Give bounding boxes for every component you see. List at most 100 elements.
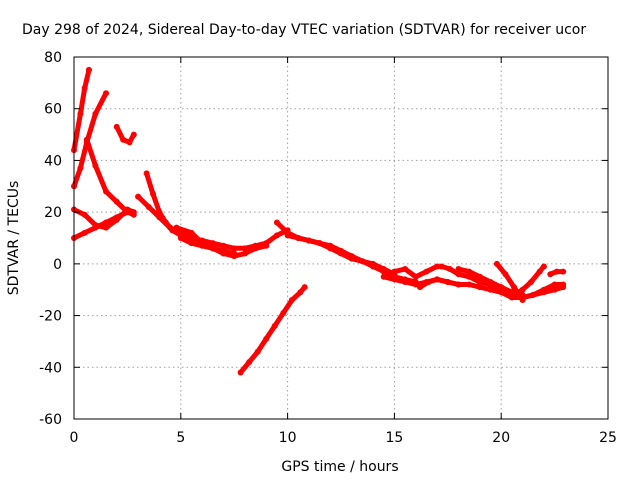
data-point: [85, 66, 92, 73]
data-point: [444, 278, 451, 285]
data-point: [446, 266, 453, 273]
chart-title: Day 298 of 2024, Sidereal Day-to-day VTE…: [22, 22, 586, 38]
data-point: [81, 85, 88, 92]
data-point: [135, 193, 142, 200]
data-point: [434, 276, 441, 283]
x-tick-label: 20: [492, 430, 510, 446]
data-point: [551, 281, 558, 288]
data-point: [113, 198, 120, 205]
series-arc-5: [71, 206, 137, 231]
data-point: [493, 260, 500, 267]
data-point: [288, 297, 295, 304]
data-point: [502, 271, 509, 278]
y-tick-label: 0: [53, 257, 62, 273]
data-point: [370, 260, 377, 267]
data-point: [466, 273, 473, 280]
x-tick-label: 15: [385, 430, 403, 446]
data-point: [455, 271, 462, 278]
series-arc-6: [113, 123, 137, 146]
data-point: [553, 268, 560, 275]
data-point: [220, 242, 227, 249]
data-point: [301, 284, 308, 291]
data-point: [92, 222, 99, 229]
series-arc-20: [511, 263, 547, 298]
data-series: [71, 66, 567, 376]
data-point: [402, 266, 409, 273]
y-tick-label: -40: [39, 360, 62, 376]
y-tick-label: -20: [39, 309, 62, 325]
data-point: [391, 276, 398, 283]
data-point: [348, 253, 355, 260]
data-point: [280, 309, 287, 316]
series-arc-22: [547, 268, 567, 278]
data-point: [476, 284, 483, 291]
data-point: [103, 90, 110, 97]
data-point: [295, 235, 302, 241]
y-axis-label: SDTVAR / TECUs: [6, 181, 22, 296]
data-point: [252, 245, 259, 252]
data-point: [519, 286, 526, 293]
series-line: [71, 67, 92, 153]
data-point: [92, 162, 99, 169]
data-point: [263, 335, 270, 342]
data-point: [120, 136, 127, 143]
series-line: [84, 137, 130, 215]
data-point: [103, 188, 110, 195]
data-point: [560, 268, 567, 275]
series-arc-1: [71, 66, 92, 154]
data-point: [284, 232, 291, 239]
data-point: [536, 268, 543, 275]
data-point: [81, 211, 88, 218]
data-point: [231, 253, 238, 260]
series-arc-15: [391, 263, 441, 280]
data-point: [263, 242, 270, 249]
data-point: [145, 203, 152, 210]
data-point: [241, 245, 248, 252]
axis-ticks: 0 5 10 15 20 25 -60 -40 -20 0 20 40 60 80: [39, 50, 617, 446]
data-point: [391, 268, 398, 275]
data-point: [124, 206, 131, 213]
series-arc-21: [519, 281, 567, 301]
data-point: [380, 266, 387, 273]
data-point: [305, 237, 312, 244]
data-point: [487, 286, 494, 293]
data-point: [273, 219, 280, 226]
data-point: [519, 294, 526, 301]
data-point: [209, 245, 216, 252]
series-arc-3: [83, 136, 131, 216]
y-tick-label: -60: [39, 412, 62, 428]
data-point: [188, 229, 195, 236]
data-point: [380, 273, 387, 280]
data-point: [359, 258, 366, 265]
data-point: [271, 322, 278, 329]
data-point: [434, 263, 441, 270]
data-point: [466, 281, 473, 288]
data-point: [113, 216, 120, 223]
x-tick-label: 10: [279, 430, 297, 446]
data-point: [511, 291, 518, 298]
data-point: [530, 291, 537, 298]
data-point: [150, 191, 157, 198]
data-point: [316, 240, 323, 247]
data-point: [425, 278, 432, 285]
data-point: [126, 139, 133, 146]
data-point: [173, 224, 180, 231]
data-point: [338, 247, 344, 254]
series-line: [71, 90, 109, 189]
data-point: [423, 268, 430, 275]
data-point: [81, 229, 88, 236]
data-point: [511, 284, 518, 291]
data-point: [103, 224, 110, 231]
plot-frame: [73, 56, 609, 420]
data-point: [297, 289, 304, 296]
data-point: [417, 284, 424, 291]
data-point: [188, 240, 195, 247]
data-point: [130, 131, 137, 138]
data-point: [466, 268, 473, 275]
data-point: [412, 273, 419, 280]
series-arc-17: [438, 263, 505, 293]
x-tick-label: 0: [70, 430, 79, 446]
data-point: [231, 245, 238, 252]
series-arc-13: [237, 284, 308, 376]
data-point: [273, 232, 280, 239]
